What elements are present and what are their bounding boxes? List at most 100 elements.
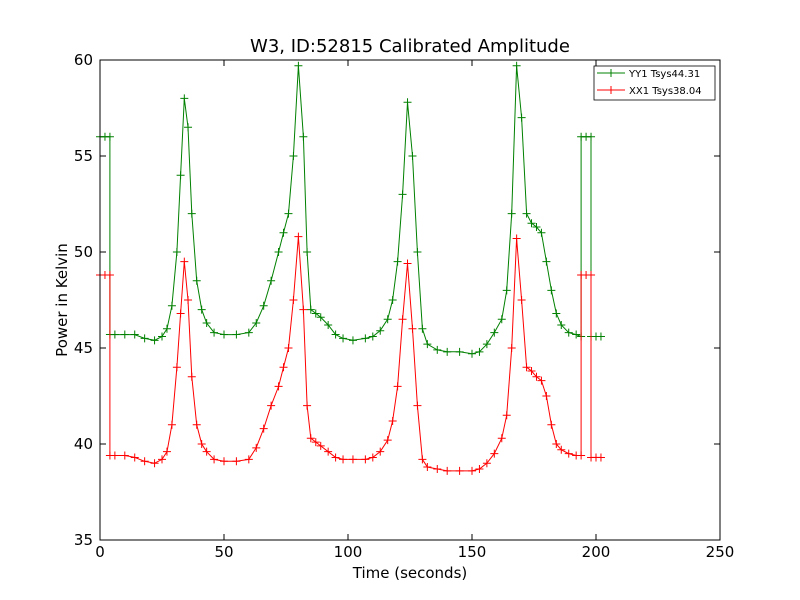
data-point-yy1 [572, 330, 581, 339]
data-point-yy1 [433, 345, 442, 354]
data-point-yy1 [482, 340, 491, 349]
data-point-xx1 [383, 436, 392, 445]
data-point-yy1 [557, 320, 566, 329]
series-xx1 [96, 232, 605, 475]
series-line-xx1 [100, 236, 601, 472]
data-point-xx1 [158, 455, 166, 464]
data-point-xx1 [110, 451, 119, 460]
data-point-yy1 [502, 286, 511, 295]
data-point-xx1 [316, 441, 325, 450]
data-point-yy1 [202, 319, 211, 328]
data-point-xx1 [532, 372, 541, 381]
data-point-xx1 [368, 453, 377, 462]
data-point-yy1 [552, 309, 561, 318]
data-point-yy1 [532, 223, 541, 232]
data-point-xx1 [418, 455, 427, 464]
data-point-xx1 [537, 376, 546, 385]
data-point-xx1 [267, 401, 276, 410]
data-point-yy1 [172, 248, 181, 256]
data-point-xx1 [433, 464, 442, 473]
data-point-yy1 [587, 132, 596, 141]
chart-title: W3, ID:52815 Calibrated Amplitude [250, 36, 570, 57]
data-point-xx1 [252, 443, 261, 452]
data-point-yy1 [423, 340, 432, 349]
data-point-xx1 [577, 451, 586, 460]
series-layer [96, 61, 605, 475]
data-point-xx1 [303, 401, 312, 410]
data-point-xx1 [393, 382, 402, 391]
data-point-yy1 [383, 315, 392, 324]
data-point-yy1 [232, 330, 241, 339]
data-point-xx1 [497, 434, 506, 443]
y-axis-label: Power in Kelvin [53, 243, 71, 357]
data-point-yy1 [316, 313, 325, 322]
data-point-yy1 [361, 334, 370, 343]
data-point-xx1 [507, 344, 516, 352]
data-point-xx1 [527, 367, 536, 376]
data-point-yy1 [376, 326, 385, 335]
data-point-yy1 [279, 228, 288, 237]
data-point-xx1 [311, 438, 320, 447]
data-point-yy1 [339, 334, 348, 343]
data-point-xx1 [542, 392, 551, 400]
data-point-yy1 [408, 152, 417, 160]
data-point-yy1 [120, 330, 129, 339]
legend-box [593, 65, 716, 101]
series-line-yy1 [100, 65, 601, 355]
data-point-yy1 [306, 305, 315, 314]
data-point-xx1 [517, 296, 526, 304]
data-point-yy1 [413, 248, 422, 256]
data-point-yy1 [284, 209, 293, 218]
data-point-yy1 [443, 347, 452, 356]
legend-label-xx1: XX1 Tsys38.04 [629, 86, 702, 97]
data-point-xx1 [279, 363, 288, 372]
data-point-xx1 [197, 440, 206, 448]
data-point-yy1 [150, 336, 159, 345]
data-point-yy1 [537, 228, 546, 237]
data-point-yy1 [403, 98, 412, 107]
data-point-yy1 [497, 315, 506, 324]
data-point-yy1 [130, 330, 139, 339]
data-point-xx1 [408, 324, 417, 333]
x-tick-label: 0 [95, 543, 105, 561]
data-point-xx1 [587, 271, 596, 280]
data-point-yy1 [158, 332, 166, 341]
data-point-xx1 [294, 232, 303, 241]
x-tick-label: 200 [582, 543, 611, 561]
data-point-yy1 [517, 113, 526, 122]
data-point-yy1 [244, 328, 253, 337]
data-point-yy1 [475, 347, 484, 356]
data-point-xx1 [244, 455, 253, 464]
data-point-xx1 [299, 305, 308, 314]
data-point-xx1 [388, 416, 397, 425]
data-point-yy1 [180, 94, 189, 103]
data-point-xx1 [284, 344, 293, 352]
data-point-xx1 [140, 457, 149, 466]
data-point-yy1 [197, 305, 206, 314]
data-point-xx1 [162, 447, 171, 456]
data-point-xx1 [398, 315, 407, 324]
data-point-yy1 [210, 328, 219, 337]
data-point-xx1 [192, 420, 201, 429]
data-point-yy1 [468, 349, 476, 358]
data-point-yy1 [418, 324, 427, 333]
data-point-yy1 [220, 330, 228, 339]
data-point-xx1 [547, 420, 556, 429]
data-point-yy1 [311, 309, 320, 318]
data-point-xx1 [274, 382, 283, 391]
data-point-yy1 [259, 301, 268, 310]
x-tick-label: 250 [706, 543, 735, 561]
data-point-yy1 [187, 209, 196, 218]
data-point-yy1 [252, 319, 261, 328]
data-point-xx1 [482, 459, 491, 468]
data-point-xx1 [331, 453, 340, 462]
data-point-xx1 [339, 455, 348, 464]
data-point-xx1 [220, 457, 228, 466]
data-point-xx1 [443, 466, 452, 475]
data-point-yy1 [368, 332, 377, 341]
data-point-yy1 [324, 320, 333, 329]
data-point-yy1 [140, 334, 149, 343]
data-point-yy1 [289, 152, 298, 160]
data-point-xx1 [512, 234, 521, 243]
data-point-yy1 [184, 123, 193, 132]
